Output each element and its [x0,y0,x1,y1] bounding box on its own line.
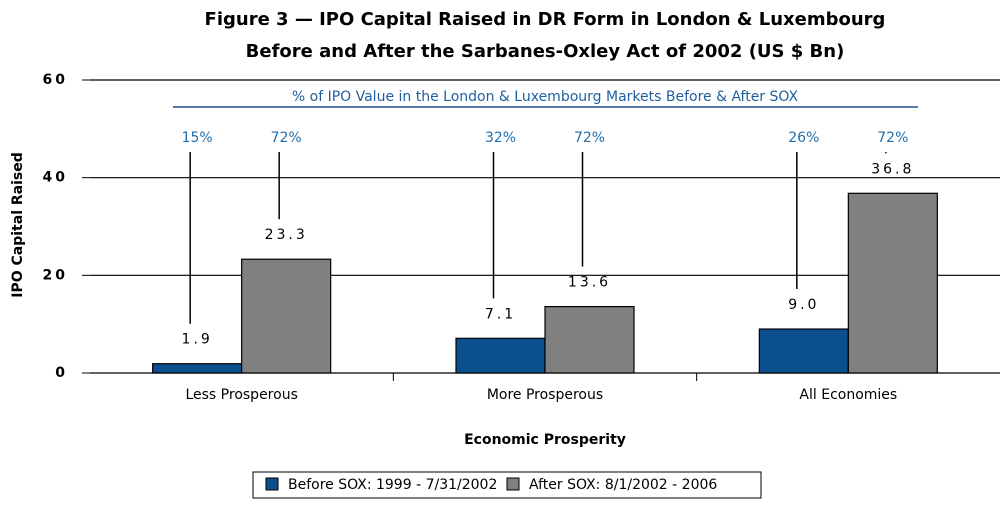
legend-label: Before SOX: 1999 - 7/31/2002 [288,477,497,493]
y-tick-label: 40 [43,170,68,186]
bar [847,192,938,374]
bar [455,337,546,374]
bar [544,305,635,374]
chart-title: Figure 3 — IPO Capital Raised in DR Form… [205,9,886,30]
y-axis-label: IPO Capital Raised [10,152,26,297]
bar [241,258,332,374]
legend-label: After SOX: 8/1/2002 - 2006 [529,477,717,493]
x-tick-label: Less Prosperous [185,387,297,403]
value-label: 36.8 [871,161,914,177]
legend-swatch [506,477,520,491]
chart-subtitle: Before and After the Sarbanes-Oxley Act … [246,41,845,62]
value-label: 7.1 [485,306,516,322]
x-tick-label: All Economies [799,387,897,403]
x-axis-label: Economic Prosperity [464,432,626,448]
bar [758,328,849,374]
x-tick-label: More Prosperous [487,387,603,403]
percent-label: 72% [877,130,908,146]
percent-label: 72% [271,130,302,146]
y-tick-label: 60 [43,72,68,88]
y-tick-label: 20 [43,267,68,283]
percent-label: 72% [574,130,605,146]
value-label: 1.9 [182,332,213,348]
bar [152,363,243,374]
value-label: 23.3 [265,227,308,243]
y-tick-label: 0 [55,365,68,381]
percent-label: 32% [485,130,516,146]
legend-swatch [265,477,279,491]
percent-label: 26% [788,130,819,146]
value-label: 13.6 [568,275,611,291]
annotation: % of IPO Value in the London & Luxembour… [292,89,799,105]
value-label: 9.0 [788,297,819,313]
percent-label: 15% [182,130,213,146]
